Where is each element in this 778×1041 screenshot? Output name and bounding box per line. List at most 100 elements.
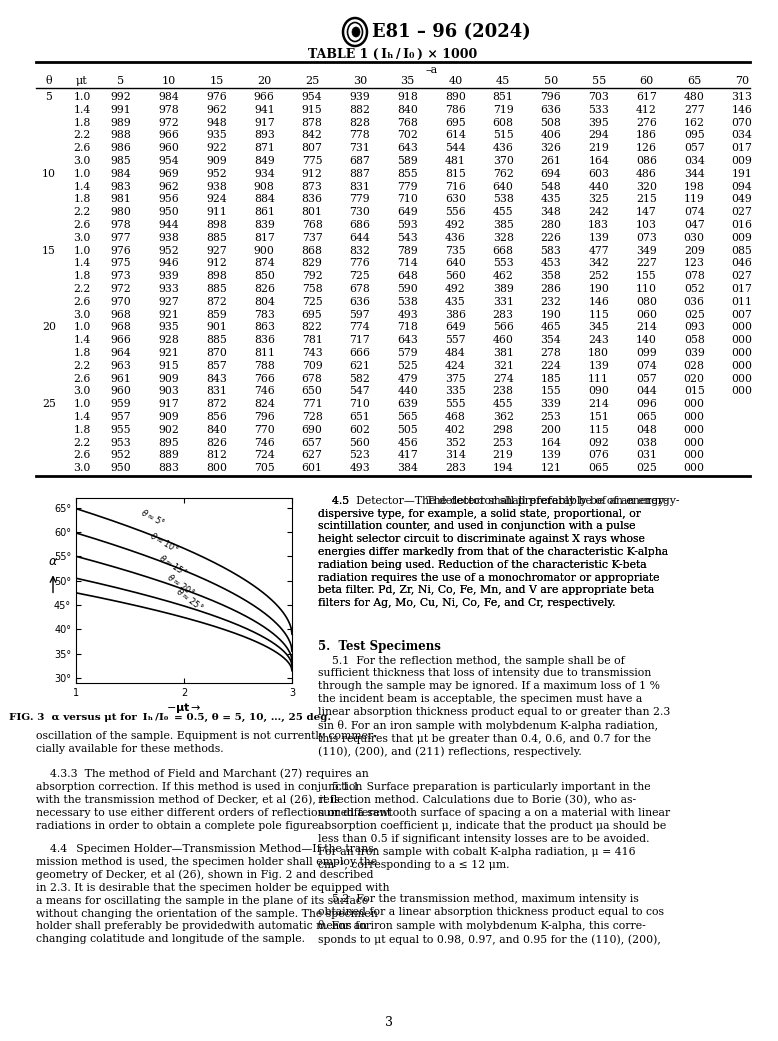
Text: 185: 185 xyxy=(541,374,562,383)
Text: 090: 090 xyxy=(588,386,609,397)
Text: 011: 011 xyxy=(731,297,752,307)
Text: 533: 533 xyxy=(588,105,609,115)
Text: 3.0: 3.0 xyxy=(73,463,91,474)
Text: 1.8: 1.8 xyxy=(73,195,91,204)
Text: 831: 831 xyxy=(206,386,227,397)
Text: 5.  Test Specimens: 5. Test Specimens xyxy=(318,639,441,653)
Text: 955: 955 xyxy=(110,425,131,435)
Text: 560: 560 xyxy=(445,272,466,281)
Text: 543: 543 xyxy=(398,233,418,243)
Text: 146: 146 xyxy=(731,105,752,115)
Text: –a: –a xyxy=(426,65,437,75)
Text: 027: 027 xyxy=(731,207,752,218)
Text: 232: 232 xyxy=(541,297,562,307)
Text: $\theta \approx 5°$: $\theta \approx 5°$ xyxy=(139,506,168,528)
Text: 941: 941 xyxy=(254,105,275,115)
Text: 2.2: 2.2 xyxy=(73,437,91,448)
Text: 968: 968 xyxy=(110,309,131,320)
Text: 402: 402 xyxy=(445,425,466,435)
Text: 280: 280 xyxy=(541,220,562,230)
Text: 826: 826 xyxy=(206,437,227,448)
Text: 435: 435 xyxy=(541,195,561,204)
Text: 000: 000 xyxy=(684,399,705,409)
Text: 5.1.1  Surface preparation is particularly important in the
reflection method. C: 5.1.1 Surface preparation is particularl… xyxy=(318,783,670,869)
Text: FIG. 3  α versus μt for  Iₕ /I₀  = 0.5, θ = 5, 10, …, 25 deg.: FIG. 3 α versus μt for Iₕ /I₀ = 0.5, θ =… xyxy=(9,713,331,721)
Text: 4.5: 4.5 xyxy=(318,496,363,506)
Text: 000: 000 xyxy=(684,437,705,448)
Text: 885: 885 xyxy=(206,284,227,294)
Text: 944: 944 xyxy=(159,220,179,230)
Text: 103: 103 xyxy=(636,220,657,230)
Text: 180: 180 xyxy=(588,348,609,358)
Text: 902: 902 xyxy=(159,425,179,435)
Text: 049: 049 xyxy=(731,195,752,204)
Text: 953: 953 xyxy=(110,437,131,448)
Text: 480: 480 xyxy=(684,92,705,102)
Text: 462: 462 xyxy=(492,272,513,281)
Text: 636: 636 xyxy=(349,297,370,307)
Text: 640: 640 xyxy=(445,258,466,269)
Text: 440: 440 xyxy=(588,181,609,192)
Text: 804: 804 xyxy=(254,297,275,307)
Text: 215: 215 xyxy=(636,195,657,204)
Text: 836: 836 xyxy=(254,335,275,346)
Text: 065: 065 xyxy=(588,463,609,474)
Text: 092: 092 xyxy=(588,437,609,448)
Text: 058: 058 xyxy=(684,335,705,346)
Text: 640: 640 xyxy=(492,181,513,192)
X-axis label: $-\mathbf{\mu t}\rightarrow$: $-\mathbf{\mu t}\rightarrow$ xyxy=(166,701,202,714)
Text: 1.4: 1.4 xyxy=(73,412,90,422)
Text: 962: 962 xyxy=(206,105,227,115)
Text: 194: 194 xyxy=(492,463,513,474)
Text: 975: 975 xyxy=(110,258,131,269)
Text: 710: 710 xyxy=(398,195,418,204)
Text: 190: 190 xyxy=(588,284,609,294)
Text: 779: 779 xyxy=(398,181,418,192)
Text: 468: 468 xyxy=(445,412,466,422)
Text: $\alpha$: $\alpha$ xyxy=(48,556,58,568)
Text: 934: 934 xyxy=(254,169,275,179)
Text: 960: 960 xyxy=(110,386,131,397)
Text: 342: 342 xyxy=(588,258,609,269)
Text: 65: 65 xyxy=(687,76,701,86)
Text: 226: 226 xyxy=(541,233,562,243)
Text: 099: 099 xyxy=(636,348,657,358)
Text: 386: 386 xyxy=(445,309,466,320)
Text: 436: 436 xyxy=(445,233,466,243)
Text: 074: 074 xyxy=(684,207,705,218)
Text: 621: 621 xyxy=(349,361,370,371)
Text: 460: 460 xyxy=(492,335,513,346)
Text: 842: 842 xyxy=(302,130,323,141)
Text: 4.5                                   The detector shall preferably be of an ene: 4.5 The detector shall preferably be of … xyxy=(318,496,679,608)
Text: 214: 214 xyxy=(636,323,657,332)
Text: 909: 909 xyxy=(159,412,179,422)
Text: 983: 983 xyxy=(110,181,131,192)
Text: 678: 678 xyxy=(349,284,370,294)
Text: 139: 139 xyxy=(588,361,609,371)
Text: 515: 515 xyxy=(492,130,513,141)
Text: 950: 950 xyxy=(110,463,131,474)
Text: 2.2: 2.2 xyxy=(73,130,91,141)
Text: 582: 582 xyxy=(349,374,370,383)
Text: 50: 50 xyxy=(544,76,558,86)
Text: 320: 320 xyxy=(636,181,657,192)
Text: 544: 544 xyxy=(445,144,466,153)
Text: 1.8: 1.8 xyxy=(73,348,91,358)
Text: 843: 843 xyxy=(206,374,227,383)
Text: 873: 873 xyxy=(302,181,323,192)
Text: 812: 812 xyxy=(206,451,227,460)
Text: 884: 884 xyxy=(254,195,275,204)
Text: 776: 776 xyxy=(349,258,370,269)
Text: 339: 339 xyxy=(541,399,562,409)
Text: 000: 000 xyxy=(684,451,705,460)
Text: 505: 505 xyxy=(398,425,418,435)
Text: 863: 863 xyxy=(254,323,275,332)
Text: 617: 617 xyxy=(636,92,657,102)
Text: 976: 976 xyxy=(110,246,131,256)
Text: 565: 565 xyxy=(398,412,418,422)
Text: 009: 009 xyxy=(731,233,752,243)
Text: 456: 456 xyxy=(398,437,418,448)
Text: 668: 668 xyxy=(492,246,513,256)
Text: 354: 354 xyxy=(541,335,561,346)
Text: 484: 484 xyxy=(445,348,466,358)
